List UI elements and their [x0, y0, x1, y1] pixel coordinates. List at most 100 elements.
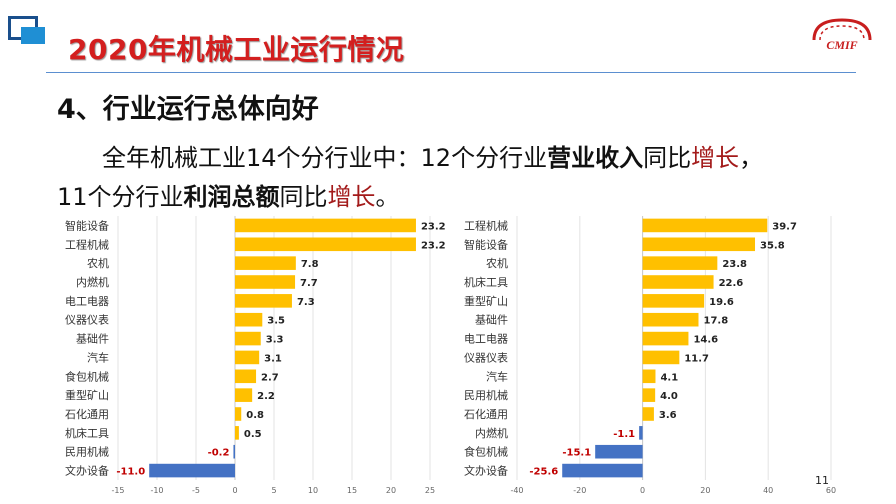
category-label: 智能设备 — [464, 237, 508, 251]
bar — [639, 426, 643, 440]
data-label: 4.1 — [660, 372, 678, 383]
bar — [642, 256, 718, 270]
data-label: 7.7 — [300, 278, 318, 289]
bar — [562, 463, 643, 478]
data-label: -0.2 — [208, 448, 230, 459]
category-label: 电工电器 — [65, 295, 109, 308]
data-label: 23.2 — [421, 221, 446, 232]
bar — [235, 407, 242, 421]
bar — [642, 312, 699, 327]
data-label: -15.1 — [562, 448, 591, 459]
category-label: 民用机械 — [464, 388, 508, 402]
bar — [642, 294, 705, 308]
data-label: -1.1 — [613, 429, 635, 440]
body-text-line-1: 全年机械工业14个分行业中：12个分行业营业收入同比增长， — [102, 138, 763, 173]
category-label: 食包机械 — [65, 369, 109, 383]
x-tick-label: -15 — [111, 486, 124, 495]
section-heading: 4、行业运行总体向好 — [57, 94, 319, 125]
body-text: 11个分行业 — [57, 183, 184, 211]
x-tick-label: 20 — [386, 486, 396, 495]
bar — [595, 444, 643, 459]
slide-title: 2020年机械工业运行情况 — [68, 33, 405, 66]
data-label: 2.7 — [261, 372, 279, 383]
presentation-logo-icon — [8, 16, 45, 44]
bar — [642, 407, 654, 421]
category-label: 民用机械 — [65, 445, 109, 459]
category-label: 智能设备 — [65, 218, 109, 232]
data-label: 7.3 — [297, 297, 315, 308]
category-label: 文办设备 — [65, 464, 109, 478]
data-label: 3.5 — [267, 316, 285, 327]
category-label: 内燃机 — [76, 275, 109, 289]
bar — [642, 369, 656, 384]
bar — [235, 350, 260, 365]
category-label: 重型矿山 — [65, 388, 109, 402]
category-label: 农机 — [87, 256, 109, 270]
data-label: -11.0 — [116, 467, 145, 478]
data-label: 35.8 — [760, 240, 785, 251]
bar — [235, 369, 257, 384]
highlight-text: 增长 — [327, 183, 376, 211]
category-label: 基础件 — [76, 333, 109, 346]
x-tick-label: 20 — [700, 486, 710, 495]
bar — [235, 237, 416, 252]
data-label: -25.6 — [529, 467, 558, 478]
data-label: 14.6 — [693, 335, 718, 346]
body-text-line-2: 11个分行业利润总额同比增长。 — [57, 177, 400, 212]
data-label: 23.2 — [421, 240, 446, 251]
category-label: 石化通用 — [464, 407, 508, 421]
category-label: 电工电器 — [464, 333, 508, 346]
bar — [642, 388, 656, 402]
bar — [233, 444, 235, 459]
bar — [235, 426, 239, 440]
x-tick-label: 15 — [347, 486, 357, 495]
category-label: 仪器仪表 — [464, 350, 508, 364]
header-divider — [46, 72, 856, 73]
body-text: ， — [739, 144, 764, 172]
data-label: 7.8 — [301, 259, 319, 270]
data-label: 23.8 — [722, 259, 747, 270]
highlight-text: 增长 — [691, 144, 740, 172]
x-tick-label: -40 — [510, 486, 523, 495]
bar — [235, 275, 296, 289]
cmif-logo-icon: CMIF — [812, 18, 872, 52]
data-label: 0.5 — [244, 429, 262, 440]
category-label: 基础件 — [475, 314, 508, 327]
data-label: 19.6 — [709, 297, 734, 308]
bar — [235, 218, 416, 233]
category-label: 工程机械 — [65, 237, 109, 251]
x-tick-label: -10 — [150, 486, 163, 495]
data-label: 39.7 — [772, 221, 797, 232]
data-label: 3.1 — [264, 353, 282, 364]
page-number: 11 — [815, 474, 829, 487]
category-label: 文办设备 — [464, 464, 508, 478]
data-label: 2.2 — [257, 391, 275, 402]
data-label: 22.6 — [719, 278, 744, 289]
category-label: 石化通用 — [65, 407, 109, 421]
category-label: 工程机械 — [464, 218, 508, 232]
data-label: 3.3 — [266, 335, 284, 346]
body-text: 同比 — [643, 144, 692, 172]
x-tick-label: -20 — [573, 486, 586, 495]
data-label: 3.6 — [659, 410, 677, 421]
category-label: 农机 — [486, 256, 508, 270]
category-label: 内燃机 — [475, 426, 508, 440]
category-label: 汽车 — [486, 369, 508, 383]
bar — [642, 218, 768, 233]
x-tick-label: -5 — [192, 486, 200, 495]
bar — [235, 256, 296, 270]
body-bold-text: 营业收入 — [547, 144, 644, 172]
bar — [235, 294, 292, 308]
body-text: 。 — [375, 183, 400, 211]
body-text: 同比 — [279, 183, 328, 211]
x-tick-label: 25 — [425, 486, 435, 495]
svg-text:CMIF: CMIF — [826, 38, 857, 52]
category-label: 汽车 — [87, 350, 109, 364]
bar — [235, 331, 261, 346]
data-label: 0.8 — [246, 410, 264, 421]
body-text: 全年机械工业14个分行业中：12个分行业 — [102, 144, 548, 172]
x-tick-label: 10 — [308, 486, 318, 495]
bar — [642, 331, 689, 346]
x-tick-label: 40 — [763, 486, 773, 495]
category-label: 重型矿山 — [464, 294, 508, 308]
